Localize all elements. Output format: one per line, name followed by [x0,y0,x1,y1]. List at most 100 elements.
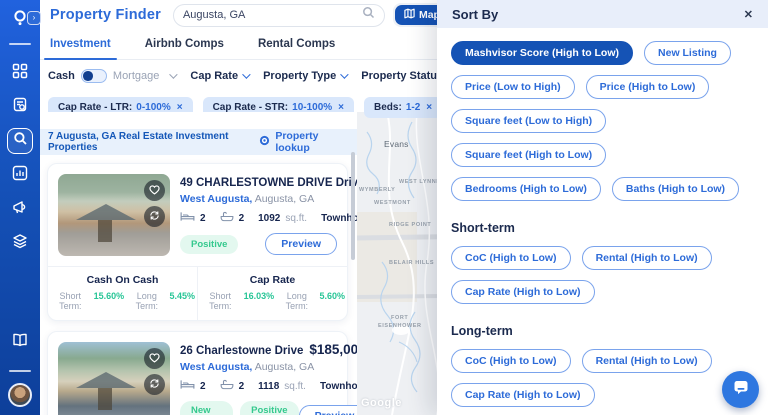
sidebar-item-marketing[interactable] [7,196,33,222]
chat-bubble-icon [733,379,749,400]
sidebar-item-dashboard[interactable] [7,60,33,86]
property-lookup-label: Property lookup [275,130,319,154]
map-view-button[interactable]: Map [394,5,449,25]
sort-option-st-cap-rate[interactable]: Cap Rate (High to Low) [451,280,595,304]
sort-options-short-term: CoC (High to Low) Rental (High to Low) C… [451,246,754,304]
property-lookup-button[interactable]: Property lookup [259,130,347,154]
neighborhood-link[interactable]: West Augusta, [180,193,253,205]
preview-button[interactable]: Preview [265,233,337,255]
sort-option-st-rental[interactable]: Rental (High to Low) [581,246,712,270]
map-pin-logo-icon [11,9,29,32]
long-term-value: 5.60% [319,291,345,301]
sidebar-item-layers[interactable] [7,230,33,256]
new-listing-badge: New Listing [180,401,234,415]
sort-option-lt-cap-rate[interactable]: Cap Rate (High to Low) [451,383,595,407]
property-type-dropdown[interactable]: Property Type [263,70,349,82]
sort-option-lt-coc[interactable]: CoC (High to Low) [451,349,571,373]
sidebar-expand-button[interactable]: › [27,11,41,25]
sqft-unit: sq.ft. [285,212,308,224]
chip-beds: Beds: 1-2 × [364,97,443,118]
tab-investment[interactable]: Investment [44,38,117,60]
chip-label: Beds: [374,102,402,113]
chip-label: Cap Rate - STR: [212,102,289,113]
tab-bar: Investment Airbnb Comps Rental Comps [40,32,768,60]
favorite-button[interactable] [144,348,165,369]
chip-close-icon[interactable]: × [176,102,183,113]
property-photo[interactable] [58,174,170,256]
tab-rental-comps[interactable]: Rental Comps [257,38,336,50]
user-avatar[interactable] [8,383,32,407]
app-logo: › [0,9,41,32]
property-location: West Augusta, Augusta, GA [180,193,337,205]
sqft-value: 1118 [258,380,280,392]
heart-icon [149,182,160,200]
chevron-down-icon[interactable] [169,70,179,79]
search-icon [13,131,28,151]
sort-panel-header: Sort By ✕ [437,0,768,28]
property-status-dropdown[interactable]: Property Status [361,70,456,82]
property-list: 7 Augusta, GA Real Estate Investment Pro… [40,112,357,415]
sort-option-sqft-low-high[interactable]: Square feet (Low to High) [451,109,607,133]
google-attribution: Google [361,397,402,409]
sort-option-price-low-high[interactable]: Price (Low to High) [451,75,575,99]
property-card[interactable]: 49 CHARLESTOWNE DRIVE Drive $180,000 Wes… [47,163,357,321]
map-label-westmont: WESTMONT [374,200,411,206]
property-title[interactable]: 26 Charlestowne Drive [180,345,304,357]
sort-option-price-high-low[interactable]: Price (High to Low) [585,75,710,99]
favorite-button[interactable] [144,180,165,201]
chip-value: 1-2 [405,102,421,113]
sort-option-baths-high-low[interactable]: Baths (High to Low) [611,177,740,201]
results-header-bar: 7 Augusta, GA Real Estate Investment Pro… [40,129,357,155]
search-input[interactable] [182,9,362,21]
sidebar-item-reports[interactable] [7,94,33,120]
property-photo[interactable] [58,342,170,415]
property-title[interactable]: 49 CHARLESTOWNE DRIVE Drive [180,177,357,189]
chip-close-icon[interactable]: × [338,102,345,113]
cap-rate-dropdown-label: Cap Rate [190,70,239,82]
sort-option-sqft-high-low[interactable]: Square feet (High to Low) [451,143,607,167]
tab-airbnb-comps[interactable]: Airbnb Comps [144,38,224,50]
cash-mortgage-toggle-group: Cash Mortgage [48,69,179,83]
close-icon[interactable]: ✕ [743,8,753,21]
sort-option-new-listing[interactable]: New Listing [644,41,731,65]
property-type: Townhouse [319,380,357,392]
long-term-label: Long Term: [285,291,309,311]
bar-chart-icon [12,165,28,186]
sidebar-item-knowledge-base[interactable] [7,329,33,355]
neighborhood-link[interactable]: West Augusta, [180,361,253,373]
property-type: Townhouse [321,212,357,224]
virtual-tour-button[interactable] [144,374,165,395]
map-icon [404,8,415,22]
baths-count: 2 [238,212,245,224]
preview-button[interactable]: Preview [298,405,357,415]
sort-option-bedrooms-high-low[interactable]: Bedrooms (High to Low) [451,177,601,201]
sidebar-item-property-finder[interactable] [7,128,33,154]
property-card[interactable]: 26 Charlestowne Drive $185,000 West Augu… [47,331,357,415]
cap-rate-dropdown[interactable]: Cap Rate [190,70,251,82]
chip-label: Cap Rate - LTR: [58,102,133,113]
chat-launcher-button[interactable] [722,371,759,408]
sort-option-lt-rental[interactable]: Rental (High to Low) [581,349,712,373]
location-search[interactable] [172,3,385,27]
property-specs: 2 2 1118 sq.ft. Townhouse [180,379,357,393]
list-scrollbar[interactable] [351,152,355,260]
sort-panel-title: Sort By [452,6,499,22]
chip-close-icon[interactable]: × [426,102,433,113]
sort-option-mashvisor-score[interactable]: Mashvisor Score (High to Low) [451,41,634,65]
virtual-tour-button[interactable] [144,206,165,227]
sort-option-st-coc[interactable]: CoC (High to Low) [451,246,571,270]
cap-rate-stat: Cap Rate Short Term: 16.03% Long Term: 5.6… [197,267,347,320]
map-label-wymberly: WYMBERLY [359,187,396,193]
sort-options-long-term: CoC (High to Low) Rental (High to Low) C… [451,349,754,407]
beds-count: 2 [200,212,206,224]
long-term-section-title: Long-term [451,324,513,338]
map-label-ridge-point: RIDGE POINT [389,222,432,228]
city-label: Augusta, GA [254,193,315,205]
property-stats: Cash On Cash Short Term: 15.60% Long Term… [48,266,347,320]
sidebar: › [0,0,41,415]
cash-mortgage-toggle[interactable] [80,69,107,83]
bath-icon [220,211,234,225]
stat-title: Cap Rate [249,274,296,286]
sidebar-item-analytics[interactable] [7,162,33,188]
status-badge: Positive [240,401,299,415]
